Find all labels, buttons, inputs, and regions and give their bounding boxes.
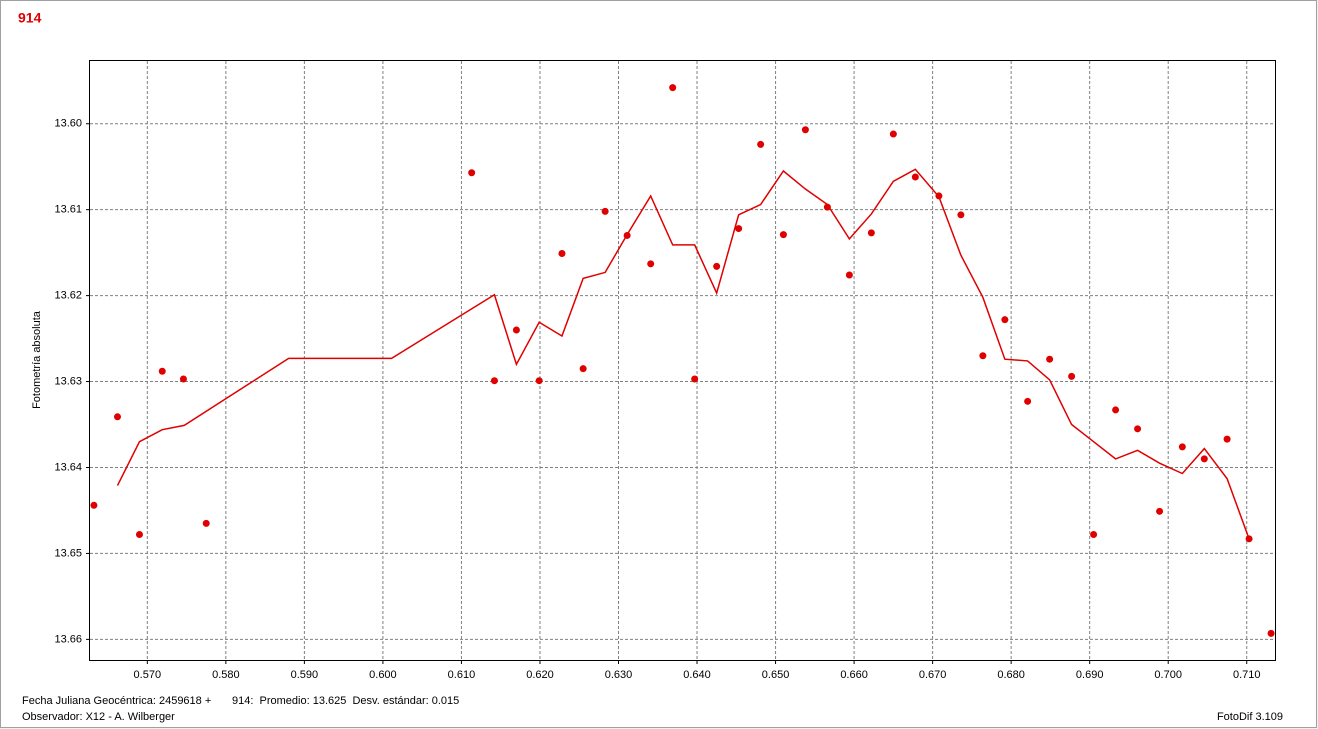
data-point	[113, 413, 121, 421]
x-tick-label: 0.700	[1154, 669, 1182, 681]
data-point	[713, 262, 721, 270]
x-tick-label: 0.660	[840, 669, 868, 681]
data-point	[823, 203, 831, 211]
data-point	[801, 126, 809, 134]
y-tick-label: 13.65	[54, 547, 82, 559]
data-point	[889, 130, 897, 138]
data-point	[647, 260, 655, 268]
data-point	[535, 377, 543, 385]
data-point	[757, 140, 765, 148]
data-point	[867, 229, 875, 237]
data-point	[1178, 443, 1186, 451]
data-point	[1024, 397, 1032, 405]
x-tick-label: 0.610	[448, 669, 476, 681]
data-point	[90, 501, 98, 509]
data-point	[558, 250, 566, 258]
data-point	[779, 231, 787, 239]
x-tick-label: 0.690	[1076, 669, 1104, 681]
data-point	[579, 365, 587, 373]
data-point	[468, 169, 476, 177]
x-tick-label: 0.570	[134, 669, 162, 681]
data-point	[179, 375, 187, 383]
plot-area	[89, 60, 1276, 661]
data-point	[669, 84, 677, 92]
data-point	[979, 352, 987, 360]
footer-date: Fecha Juliana Geocéntrica: 2459618 +	[22, 695, 211, 707]
mean-line	[116, 168, 1250, 540]
y-tick-label: 13.63	[54, 375, 82, 387]
data-point	[1223, 435, 1231, 443]
chart-title: 914	[18, 10, 42, 26]
data-point	[490, 377, 498, 385]
footer-app: FotoDif 3.109	[1217, 711, 1283, 723]
data-point	[1156, 507, 1164, 515]
footer-stats: 914: Promedio: 13.625 Desv. estándar: 0.…	[232, 695, 459, 707]
data-point	[845, 271, 853, 279]
data-point	[202, 519, 210, 527]
data-point	[691, 375, 699, 383]
data-point	[1090, 531, 1098, 539]
data-point	[623, 231, 631, 239]
data-point	[512, 326, 520, 334]
y-tick-label: 13.62	[54, 290, 82, 302]
x-tick-label: 0.620	[526, 669, 554, 681]
data-point	[1200, 455, 1208, 463]
data-point	[935, 192, 943, 200]
x-tick-label: 0.640	[683, 669, 711, 681]
x-tick-label: 0.600	[369, 669, 397, 681]
x-tick-label: 0.670	[919, 669, 947, 681]
x-tick-label: 0.590	[291, 669, 319, 681]
y-tick-label: 13.64	[54, 461, 82, 473]
data-point	[735, 225, 743, 233]
data-point	[1068, 372, 1076, 380]
y-tick-label: 13.61	[54, 204, 82, 216]
data-point	[957, 211, 965, 219]
y-axis-label: Fotometría absoluta	[31, 310, 43, 409]
x-tick-label: 0.580	[212, 669, 240, 681]
data-point	[158, 367, 166, 375]
data-point	[1267, 629, 1275, 637]
x-tick-label: 0.650	[762, 669, 790, 681]
data-point	[911, 173, 919, 181]
y-tick-label: 13.66	[54, 633, 82, 645]
data-point	[135, 531, 143, 539]
data-point	[1134, 425, 1142, 433]
footer-observer: Observador: X12 - A. Wilberger	[22, 711, 175, 723]
data-point	[1112, 406, 1120, 414]
x-tick-label: 0.680	[997, 669, 1025, 681]
data-point	[1245, 535, 1253, 543]
x-tick-label: 0.630	[605, 669, 633, 681]
y-tick-label: 13.60	[54, 118, 82, 130]
data-point	[1001, 316, 1009, 324]
data-point	[601, 207, 609, 215]
x-tick-label: 0.710	[1233, 669, 1261, 681]
data-point	[1046, 355, 1054, 363]
